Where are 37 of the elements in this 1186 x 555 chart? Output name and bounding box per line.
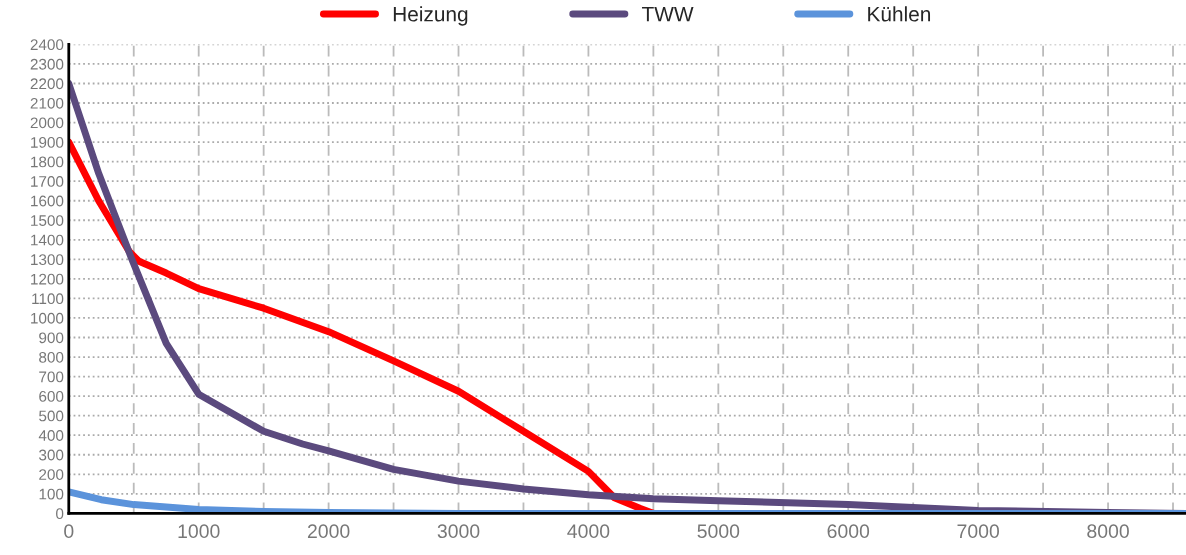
y-tick-label: 1600: [31, 195, 64, 207]
y-tick-label: 2100: [30, 97, 64, 109]
legend-label: TWW: [641, 6, 694, 22]
y-tick-label: 2400: [30, 39, 64, 51]
y-tick-label: 1500: [31, 215, 64, 226]
y-tick-label: 2300: [30, 58, 64, 70]
y-tick-label: 600: [39, 391, 64, 402]
x-tick-label: 0: [64, 524, 74, 539]
y-tick-label: 700: [39, 371, 64, 383]
y-tick-label: 300: [39, 449, 64, 461]
y-tick-label: 2200: [30, 78, 64, 90]
y-tick-label: 1700: [31, 176, 64, 187]
y-tick-label: 1900: [31, 136, 64, 148]
y-tick-label: 1800: [31, 156, 64, 168]
y-tick-label: 800: [39, 351, 64, 363]
y-tick-label: 1100: [32, 293, 64, 305]
y-tick-label: 2000: [30, 117, 64, 129]
y-tick-label: 100: [39, 488, 64, 500]
legend-label: Heizung: [393, 6, 468, 26]
x-tick-label: 8000: [1087, 524, 1129, 539]
y-tick-label: 1000: [31, 312, 64, 324]
x-tick-label: 3000: [437, 524, 480, 539]
y-tick-label: 1300: [31, 254, 64, 266]
y-tick-label: 1200: [31, 273, 64, 285]
legend-label: Kühlen: [868, 6, 931, 22]
y-tick-label: 500: [39, 410, 64, 422]
x-tick-label: 2000: [307, 524, 350, 539]
y-tick-label: 1400: [31, 234, 64, 246]
x-tick-label: 1000: [178, 524, 220, 539]
x-tick-label: 5000: [697, 524, 740, 539]
x-tick-label: 6000: [827, 524, 870, 539]
y-tick-label: 900: [39, 332, 64, 344]
y-tick-label: 0: [56, 508, 64, 520]
y-tick-label: 400: [38, 430, 64, 441]
y-tick-label: 200: [39, 469, 64, 480]
x-tick-label: 7000: [957, 524, 1000, 539]
x-tick-label: 4000: [567, 524, 610, 539]
